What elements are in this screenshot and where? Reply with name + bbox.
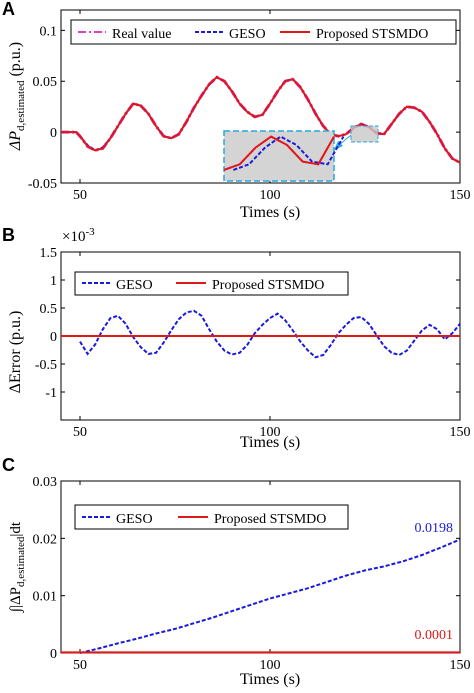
panel-a-y-tick-label: -0.05 (28, 177, 57, 192)
panel-c-y-label-main: ∫|ΔP (8, 587, 24, 613)
panel-b-y-tick-label: 0.5 (40, 302, 58, 317)
legend-b-stsmdo-label: Proposed STSMDO (212, 278, 324, 293)
panel-a-y-label-unit: (p.u.) (7, 42, 24, 77)
panel-c-stsmdo-end-label: 0.0001 (415, 628, 454, 643)
panel-letter-a: A (2, 0, 15, 19)
panel-a: A 50 100 150 -0.05 0 0.05 0.1 ΔPd,estimated (p.… (2, 0, 471, 221)
legend-c-geso-label: GESO (116, 512, 153, 527)
panel-a-y-label-sub: d,estimated (15, 80, 27, 131)
panel-a-inset-curves (223, 135, 345, 171)
panel-c-x-tick-label: 50 (73, 658, 87, 673)
panel-b-legend: GESO Proposed STSMDO (74, 271, 349, 296)
panel-c-y-tick-label: 0.02 (33, 532, 58, 547)
panel-a-ticks: 50 100 150 -0.05 0 0.05 0.1 (28, 10, 471, 203)
panel-a-y-tick-label: 0.1 (40, 24, 58, 39)
panel-a-x-tick-label: 50 (73, 188, 87, 203)
panel-c-y-tick-label: 0.01 (33, 590, 58, 605)
panel-b-y-tick-label: -1 (45, 386, 57, 401)
inset-series-proposed-stsmdo (223, 135, 335, 171)
panel-b-x-tick-label: 100 (260, 425, 281, 440)
panel-b-y-axis-label: ΔError (p.u.) (7, 311, 24, 394)
panel-a-series (61, 75, 461, 164)
panel-letter-c: C (2, 455, 15, 475)
panel-a-legend: Real value GESO Proposed STSMDO (70, 19, 457, 45)
panel-a-y-label-main: ΔP (7, 131, 24, 151)
panel-b-y-tick-label: 1 (50, 274, 57, 289)
panel-a-x-tick-label: 100 (260, 188, 281, 203)
panel-c-y-tick-label: 0 (50, 647, 57, 662)
legend-a-stsmdo-label: Proposed STSMDO (316, 27, 428, 42)
panel-b-x-axis-label: Times (s) (240, 434, 300, 451)
svg-text:∫|ΔPd,estimated|dt: ∫|ΔPd,estimated|dt (8, 521, 27, 613)
panel-c-y-tick-label: 0.03 (33, 475, 58, 490)
panel-a-y-tick-label: 0.05 (33, 75, 58, 90)
panel-b-y-tick-label: 1.5 (40, 246, 58, 261)
panel-b-x-tick-label: 50 (73, 425, 87, 440)
panel-c-x-axis-label: Times (s) (240, 671, 300, 688)
panel-c-legend: GESO Proposed STSMDO (74, 504, 349, 530)
inset-series-geso (233, 135, 345, 171)
panel-a-y-tick-label: 0 (50, 126, 57, 141)
panel-a-x-tick-label: 150 (450, 188, 471, 203)
panel-a-x-axis-label: Times (s) (240, 204, 300, 221)
panel-letter-b: B (2, 225, 15, 245)
panel-a-y-axis-label: ΔPd,estimated (p.u.) (7, 42, 27, 151)
panel-a-series-proposed-stsmdo (61, 75, 461, 164)
panel-c-y-label-unit: |dt (8, 521, 24, 537)
legend-b-geso-label: GESO (116, 278, 153, 293)
panel-a-zoom-region (350, 125, 379, 143)
panel-b-series (61, 309, 461, 359)
panel-b: B ×10-3 50 100 150 -1 -0.5 0 0.5 1 1.5 ΔError (p… (2, 225, 471, 451)
panel-c: C 50 100 150 0 0.01 0.02 0.03 ∫|ΔPd,estimated|… (2, 455, 471, 688)
panel-c-x-tick-label: 150 (450, 658, 471, 673)
panel-b-ticks: 50 100 150 -1 -0.5 0 0.5 1 1.5 (35, 246, 471, 440)
panel-b-y-tick-label: -0.5 (35, 358, 57, 373)
panel-b-scale-factor: ×10-3 (62, 226, 95, 245)
panel-c-geso-end-label: 0.0198 (415, 521, 454, 536)
legend-a-real-value-label: Real value (112, 27, 171, 42)
svg-text:ΔPd,estimated(p.u.): ΔPd,estimated (p.u.) (7, 42, 27, 151)
panel-c-series (61, 538, 461, 654)
panel-c-y-axis-label: ∫|ΔPd,estimated|dt (8, 521, 27, 613)
panel-a-zoom-inset (223, 130, 335, 182)
legend-a-geso-label: GESO (229, 27, 266, 42)
panel-b-x-tick-label: 150 (450, 425, 471, 440)
panel-b-series-geso (79, 309, 461, 359)
panel-c-y-label-sub: d,estimated (15, 536, 27, 587)
legend-c-stsmdo-label: Proposed STSMDO (214, 512, 326, 527)
panel-c-ticks: 50 100 150 0 0.01 0.02 0.03 (33, 475, 471, 673)
panel-b-y-tick-label: 0 (50, 330, 57, 345)
panel-c-x-tick-label: 100 (260, 658, 281, 673)
